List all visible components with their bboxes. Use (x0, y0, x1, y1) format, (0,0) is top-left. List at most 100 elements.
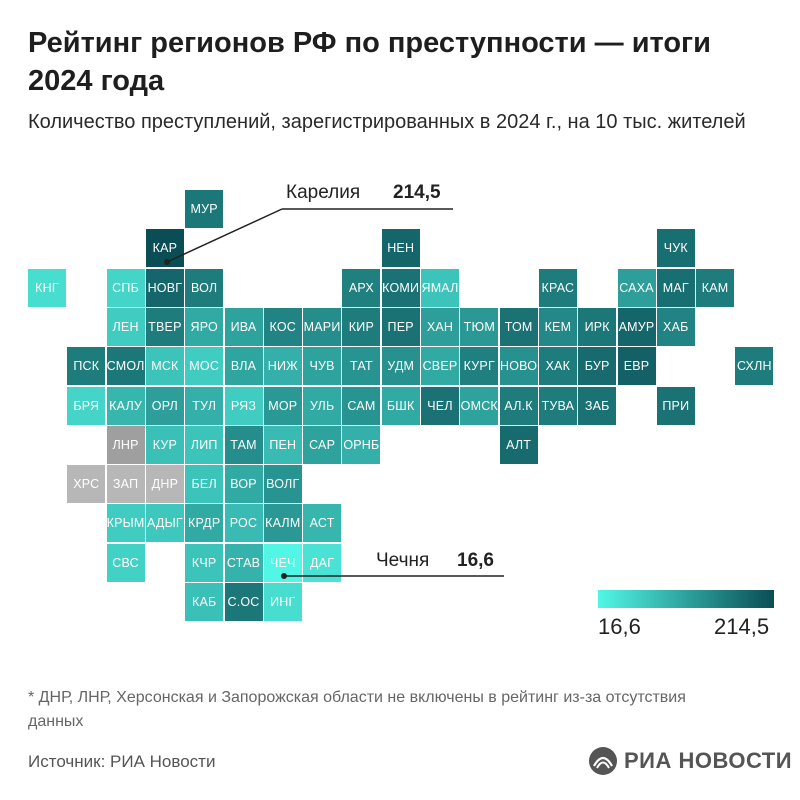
region-tile: ОРНБ (342, 425, 381, 464)
region-tile: МУР (185, 190, 224, 228)
region-tile: СВЕР (421, 347, 459, 386)
region-tile: НОВО (499, 347, 538, 386)
footnote: * ДНР, ЛНР, Херсонская и Запорожская обл… (28, 689, 686, 730)
region-tile: БШК (381, 386, 420, 425)
region-tile: СХЛН (735, 347, 774, 386)
ria-logo-icon (589, 747, 617, 775)
region-tile: КАМ (696, 268, 735, 307)
region-tile: ОРЛ (145, 386, 184, 425)
region-tile: ДАГ (303, 543, 342, 582)
region-tile: ТОМ (499, 307, 538, 346)
region-tile: АЛ.К (499, 386, 538, 425)
region-tile: САХА (617, 268, 656, 307)
region-tile: РОС (224, 504, 263, 543)
region-tile: ПЕР (381, 307, 420, 346)
region-tile: ХРС (67, 465, 106, 504)
region-tile: СТАВ (224, 543, 263, 582)
chart-title: Рейтинг регионов РФ по преступности — ит… (28, 27, 711, 97)
region-tile: КЧР (185, 543, 224, 582)
callout-label-chechnya: Чечня (376, 550, 430, 571)
region-tile: БУР (578, 347, 617, 386)
region-tile: ПРИ (656, 386, 695, 425)
callout-label-karelia: Карелия (286, 182, 361, 203)
region-tile: ПСК (67, 347, 106, 386)
region-tile: ПЕН (263, 425, 302, 464)
region-tile: ВЛА (224, 347, 263, 386)
region-tile: КЕМ (538, 307, 577, 346)
region-tile: ВОР (224, 465, 263, 504)
region-tile: НИЖ (263, 347, 302, 386)
region-tile: ВОЛ (185, 268, 224, 307)
region-tile: ЧЕЧ (263, 543, 302, 582)
region-tile: ЧУВ (303, 347, 342, 386)
region-tile: МОР (263, 386, 302, 425)
region-tile: КОМИ (381, 268, 420, 307)
region-tile: АРХ (342, 268, 381, 307)
region-tile: БРЯ (67, 386, 106, 425)
region-tile: ТВЕР (145, 307, 184, 346)
region-tile: КРЫМ (106, 504, 145, 543)
region-tile: КОС (263, 307, 302, 346)
region-tile: ЧУК (656, 229, 695, 268)
region-tile: ТУЛ (185, 386, 224, 425)
region-tile: ЯМАЛ (421, 268, 459, 307)
callout-value-chechnya: 16,6 (457, 550, 494, 571)
region-tile: ВОЛГ (263, 465, 302, 504)
source-text: Источник: РИА Новости (28, 752, 216, 771)
region-tile: ХАБ (656, 307, 695, 346)
region-tile: КНГ (28, 268, 66, 307)
color-scale-bar (598, 590, 774, 608)
region-tile: НЕН (381, 229, 420, 268)
region-tile: КАБ (185, 583, 224, 621)
scale-min-label: 16,6 (598, 614, 641, 639)
region-tile: РЯЗ (224, 386, 263, 425)
region-tile: УДМ (381, 347, 420, 386)
region-tile: КАР (145, 229, 184, 268)
region-tile: ТЮМ (460, 307, 499, 346)
region-tile: ТАМ (224, 425, 263, 464)
region-tile: КИР (342, 307, 381, 346)
region-tile: КУРГ (460, 347, 499, 386)
region-tile: ЛИП (185, 425, 224, 464)
region-tile: ЗАП (106, 465, 145, 504)
region-tile: МАГ (656, 268, 695, 307)
region-tile: МАРИ (303, 307, 342, 346)
region-tile: ИВА (224, 307, 263, 346)
region-tile: ЧЕЛ (421, 386, 459, 425)
region-tile: МСК (145, 347, 184, 386)
region-tile: ИРК (578, 307, 617, 346)
region-tile: САМ (342, 386, 381, 425)
region-tile: МОС (185, 347, 224, 386)
region-tile: КАЛУ (106, 386, 145, 425)
ria-logo-text: РИА НОВОСТИ (624, 748, 793, 773)
region-tile: ИНГ (263, 583, 302, 621)
region-tile: КРДР (185, 504, 224, 543)
scale-max-label: 214,5 (714, 614, 770, 639)
region-tile: ЗАБ (578, 386, 617, 425)
callout-value-karelia: 214,5 (393, 182, 441, 203)
region-tile: ОМСК (460, 386, 499, 425)
region-tile: АСТ (303, 504, 342, 543)
region-tile: БЕЛ (185, 465, 224, 504)
region-tile: АДЫГ (145, 504, 184, 543)
region-tile: ХАК (538, 347, 577, 386)
region-tile: УЛЬ (303, 386, 342, 425)
ria-logo: РИА НОВОСТИ (588, 746, 792, 776)
region-tile: КУР (145, 425, 184, 464)
region-tile: ТАТ (342, 347, 381, 386)
region-tile: САР (303, 425, 342, 464)
region-tile: КРАС (538, 268, 577, 307)
region-tile: АМУР (617, 307, 656, 346)
region-tile: ДНР (145, 465, 184, 504)
region-tile: АЛТ (499, 425, 538, 464)
region-tile: НОВГ (145, 268, 184, 307)
chart-subtitle: Количество преступлений, зарегистрирован… (28, 111, 746, 133)
region-tile: СПБ (106, 268, 145, 307)
region-tile: С.ОС (224, 583, 263, 621)
region-tile: ХАН (421, 307, 459, 346)
region-tile: КАЛМ (263, 504, 302, 543)
region-tile: СМОЛ (106, 347, 145, 386)
region-tile: ЛНР (106, 425, 145, 464)
region-tile: ЛЕН (106, 307, 145, 346)
